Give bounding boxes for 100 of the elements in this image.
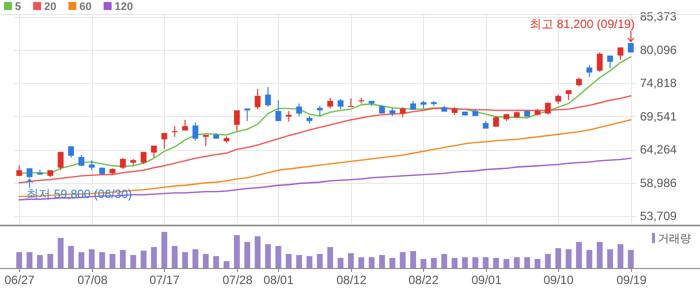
bar (607, 249, 613, 268)
y-tick-label: 53,709 (640, 209, 678, 224)
bar (379, 254, 385, 268)
y-tick-label: 58,986 (640, 176, 678, 190)
bar (182, 252, 188, 268)
bar (389, 258, 396, 268)
bar (26, 252, 32, 268)
bar (68, 246, 74, 268)
y-tick-label: 74,818 (640, 76, 678, 90)
candlestick (316, 105, 323, 117)
bar (16, 252, 22, 268)
bar (493, 258, 499, 268)
bar (430, 258, 437, 268)
x-tick-label: 08/22 (408, 273, 439, 287)
x-tick-label: 07/08 (77, 273, 108, 287)
bar (628, 250, 634, 268)
candlestick (400, 106, 406, 118)
bar (224, 261, 230, 268)
bar (234, 235, 240, 268)
bar (110, 254, 116, 268)
bar (596, 242, 603, 268)
bar (544, 254, 551, 268)
bar (348, 253, 354, 268)
bar (244, 242, 250, 268)
candlestick (78, 154, 84, 166)
candlestick (275, 100, 282, 122)
bar (472, 257, 478, 268)
y-tick-label: 69,541 (640, 109, 678, 124)
bar (286, 254, 292, 268)
bar (338, 258, 344, 268)
bar (504, 258, 510, 268)
bar (88, 249, 95, 268)
candlestick (120, 158, 126, 170)
bar (99, 252, 106, 268)
bar (514, 257, 520, 268)
bar (130, 254, 136, 268)
bar (306, 256, 312, 268)
candlestick (172, 126, 178, 138)
y-tick-label: 80,096 (640, 42, 678, 57)
bar (566, 249, 572, 268)
x-tick-label: 09/01 (471, 273, 502, 287)
bar (78, 252, 84, 268)
candlestick (16, 164, 22, 176)
candlestick (338, 98, 344, 110)
bar (213, 256, 220, 268)
x-tick-label: 07/17 (149, 273, 180, 287)
legend-label: 20 (44, 1, 56, 13)
bar (400, 252, 406, 268)
candlestick (88, 160, 95, 171)
line-series (18, 158, 632, 200)
candlestick (555, 94, 562, 105)
bar (482, 257, 489, 268)
legend-label: 60 (79, 1, 92, 13)
bar (192, 249, 198, 268)
legend-label: 거래량 (658, 233, 691, 245)
bar (534, 258, 540, 268)
candlestick (161, 132, 168, 150)
candlestick (348, 98, 354, 108)
bar (58, 238, 64, 268)
candlestick (58, 151, 64, 171)
line-series (18, 95, 632, 184)
bar (524, 257, 530, 268)
bar (420, 258, 426, 268)
candlestick (296, 102, 302, 117)
bar (358, 257, 364, 268)
bar (327, 247, 334, 268)
bar (316, 254, 323, 268)
bar (202, 254, 209, 268)
candlestick (265, 86, 271, 108)
candlestick (192, 122, 198, 142)
candlestick (596, 52, 603, 72)
annotation: 최고 81,200 (09/19) (529, 16, 635, 31)
x-tick-label: 09/19 (616, 273, 647, 287)
y-tick-label: 64,264 (640, 142, 678, 157)
bar (462, 257, 468, 268)
bar (586, 250, 592, 268)
candlestick (234, 110, 240, 132)
candlestick (151, 145, 157, 158)
bar (410, 251, 416, 268)
candlestick (244, 108, 250, 122)
candlestick (566, 90, 572, 101)
bar (151, 247, 157, 268)
bar (296, 254, 302, 268)
bar (140, 250, 146, 268)
x-tick-label: 08/01 (263, 273, 294, 287)
x-tick-label: 07/28 (222, 273, 253, 287)
candlestick (586, 64, 592, 78)
bar (265, 244, 271, 268)
candlestick (327, 97, 334, 109)
legend-label: 120 (114, 1, 133, 13)
bar (275, 246, 282, 268)
bar (555, 248, 562, 268)
bar (452, 258, 458, 268)
bar (368, 257, 375, 268)
bar (161, 232, 168, 268)
bar (172, 246, 178, 268)
candlestick (254, 88, 261, 110)
bar (441, 254, 448, 268)
bar (37, 254, 43, 268)
x-tick-label: 08/12 (336, 273, 367, 287)
